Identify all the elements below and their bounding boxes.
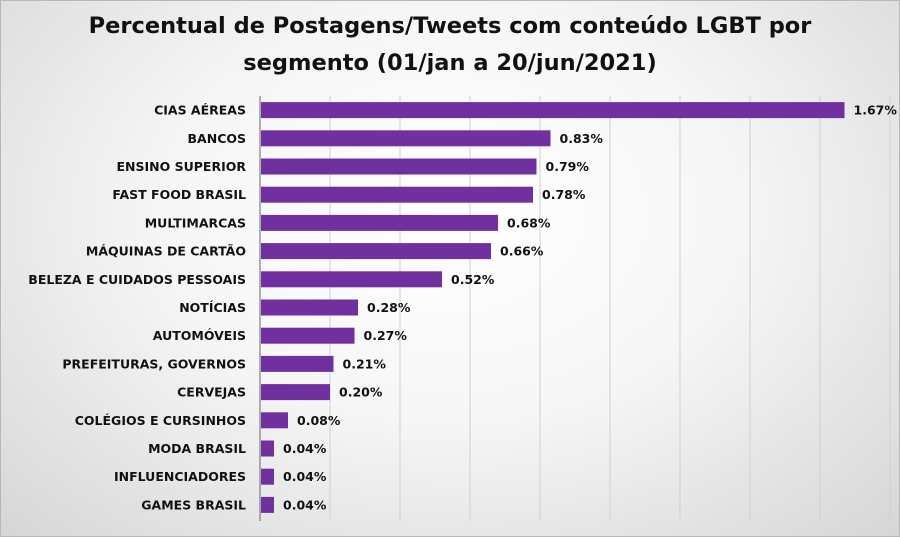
- data-label: 0.68%: [507, 215, 551, 230]
- bar: [261, 214, 498, 231]
- category-label: MODA BRASIL: [148, 441, 246, 456]
- data-label: 0.21%: [343, 356, 387, 371]
- data-label: 0.04%: [283, 469, 327, 484]
- data-label: 0.04%: [283, 497, 327, 512]
- category-label: CERVEJAS: [177, 385, 246, 400]
- category-label: BANCOS: [188, 131, 246, 146]
- category-label: ENSINO SUPERIOR: [117, 159, 247, 174]
- category-label: COLÉGIOS E CURSINHOS: [75, 413, 246, 428]
- category-label: MULTIMARCAS: [145, 215, 246, 230]
- bar: [261, 130, 551, 147]
- bar: [261, 271, 442, 288]
- data-label: 0.79%: [546, 159, 590, 174]
- data-label: 0.20%: [339, 385, 383, 400]
- bar: [261, 102, 845, 119]
- data-label: 0.66%: [500, 244, 544, 259]
- bar: [261, 384, 330, 401]
- data-label: 0.28%: [367, 300, 411, 315]
- data-label: 0.08%: [297, 413, 341, 428]
- bar: [261, 412, 288, 429]
- data-label: 0.04%: [283, 441, 327, 456]
- bar: [261, 158, 537, 175]
- category-label: PREFEITURAS, GOVERNOS: [62, 356, 246, 371]
- bar: [261, 299, 358, 316]
- bar: [261, 496, 274, 513]
- bar: [261, 355, 334, 372]
- category-label: GAMES BRASIL: [141, 497, 246, 512]
- category-label: NOTÍCIAS: [179, 300, 246, 315]
- bar: [261, 468, 274, 485]
- category-label: FAST FOOD BRASIL: [112, 187, 246, 202]
- chart-title: Percentual de Postagens/Tweets com conte…: [88, 13, 812, 76]
- bar: [261, 327, 355, 344]
- data-label: 0.52%: [451, 272, 495, 287]
- data-label: 0.83%: [560, 131, 604, 146]
- category-label: MÁQUINAS DE CARTÃO: [86, 244, 246, 259]
- category-label: CIAS AÉREAS: [154, 103, 246, 118]
- data-label: 0.27%: [364, 328, 408, 343]
- category-label: BELEZA E CUIDADOS PESSOAIS: [28, 272, 246, 287]
- category-label: INFLUENCIADORES: [114, 469, 246, 484]
- data-label: 0.78%: [542, 187, 586, 202]
- bar: [261, 186, 533, 203]
- bar: [261, 243, 491, 260]
- category-label: AUTOMÓVEIS: [153, 328, 246, 343]
- data-label: 1.67%: [854, 103, 898, 118]
- bar: [261, 440, 274, 457]
